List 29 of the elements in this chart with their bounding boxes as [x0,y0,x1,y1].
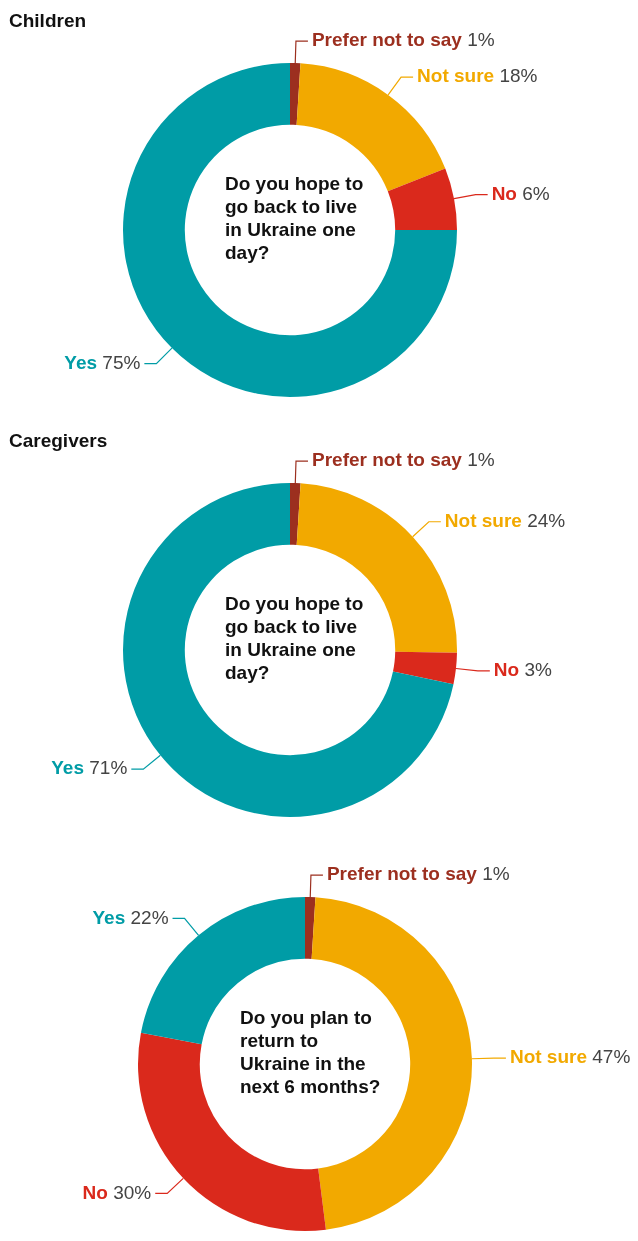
slice-label: No [82,1181,114,1203]
data-label: 1% [482,863,510,885]
slice-label: Prefer not to say [326,863,483,885]
chart-title: Children [9,10,87,32]
slice-label: Yes [92,906,131,928]
slice-label: Yes [51,757,90,779]
data-label: 71% [89,757,128,779]
text: Do you plan to return to Ukraine in the next 6 months? [240,1006,382,1098]
data-label: 1% [467,29,495,51]
slice-label: Prefer not to say [312,449,468,471]
text: Do you hope to go back to live in Ukraine one day? [225,592,365,684]
data-label: 47% [592,1046,631,1068]
data-label: 30% [113,1181,152,1203]
slice-label: Not sure [509,1046,593,1068]
slice-label: No [491,182,523,204]
data-label: 3% [524,659,553,681]
slice-label: No [493,659,525,681]
slice-label: Not sure [417,65,500,87]
chart-title: Caregivers [9,430,108,452]
data-label: 6% [522,182,550,204]
slice-label: Prefer not to say [311,29,468,51]
data-label: 22% [130,906,169,928]
slice-label: Not sure [444,510,528,531]
data-label: 18% [499,65,538,87]
data-label: 75% [102,351,141,373]
text: Do you hope to go back to live in Ukraine one day? [225,172,365,264]
data-label: 1% [467,449,495,471]
slice-label: Yes [64,351,103,373]
data-label: 24% [527,510,566,531]
